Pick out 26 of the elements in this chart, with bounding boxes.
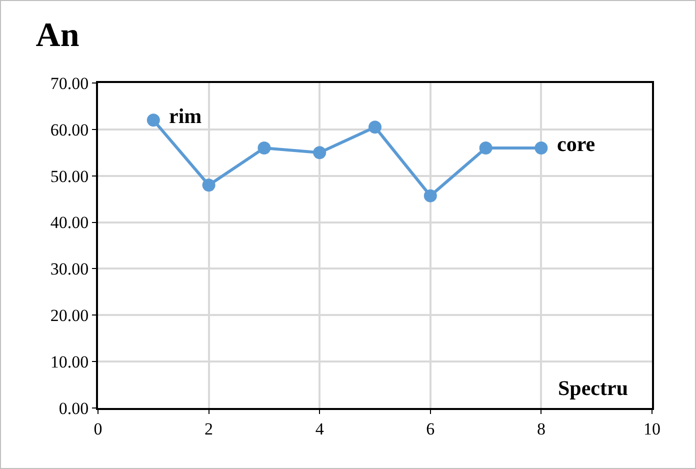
y-tick-label: 10.00 [50,352,89,372]
x-tick-label: 10 [644,419,660,438]
point [202,178,216,192]
point [534,142,548,154]
y-tick-label: 70.00 [50,74,89,93]
y-tick-label: 40.00 [50,213,89,232]
y-tick-label: 30.00 [50,260,89,279]
y-tick-label: 50.00 [50,166,89,186]
x-tick-label: 6 [426,419,435,438]
x-axis-title: Spectru [558,376,628,400]
point [424,189,437,202]
point [258,142,271,154]
point [479,142,492,154]
annotation: core [557,132,596,156]
x-tick-label: 2 [204,419,214,438]
y-tick-label: 20.00 [50,306,89,326]
y-tick-label: 60.00 [50,120,89,140]
y-tick-label: 0.00 [58,398,89,418]
x-tick-label: 4 [315,419,324,438]
point [146,114,160,127]
x-tick-label: 8 [536,419,546,438]
x-tick-label: 0 [94,419,102,438]
point [313,146,326,160]
annotation: rim [169,104,202,128]
point [368,120,382,134]
chart-title: An [36,16,80,54]
